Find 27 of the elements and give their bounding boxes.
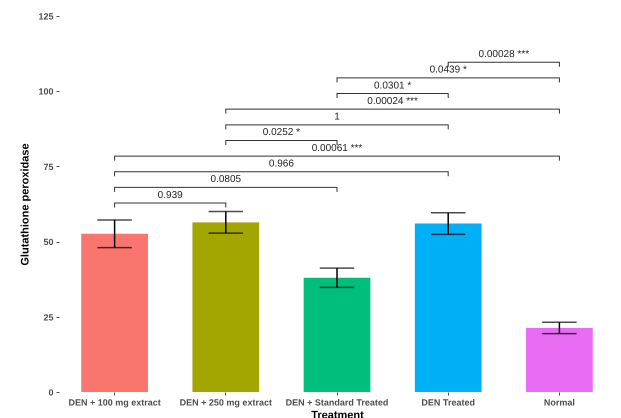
y-tick-label: 50: [43, 237, 54, 248]
annotation: 0.00028 ***: [478, 48, 530, 60]
bar: [192, 222, 260, 392]
x-tick-label: Normal: [544, 398, 575, 408]
annotation: 0.00061 ***: [312, 142, 362, 154]
annotation: 0.966: [268, 158, 294, 170]
x-tick-label: DEN + 250 mg extract: [180, 398, 272, 408]
y-tick-label: 75: [43, 162, 54, 172]
annotation: 0.939: [158, 190, 184, 201]
annotation: 0.0252 *: [262, 127, 300, 138]
y-tick-label: 100: [38, 86, 54, 97]
bar: [81, 234, 148, 392]
annotation: 1: [334, 112, 340, 123]
annotation: 0.0301 *: [374, 80, 412, 92]
annotation: 0.0439 *: [430, 64, 467, 76]
bar: [414, 224, 482, 392]
annotation: 0.0805: [210, 174, 242, 186]
x-tick-label: DEN Treated: [421, 398, 475, 408]
y-axis-title: Glutathione peroxidase: [19, 143, 32, 266]
y-tick-label: 0: [48, 388, 54, 398]
y-tick-label: 25: [43, 312, 54, 322]
x-tick-label: DEN + 100 mg extract: [68, 398, 161, 408]
bar: [526, 328, 593, 392]
y-tick-label: 125: [38, 12, 54, 22]
annotation: 0.00024 ***: [367, 96, 418, 107]
x-tick-label: DEN + Standard Treated: [286, 398, 388, 408]
bar: [304, 278, 370, 392]
